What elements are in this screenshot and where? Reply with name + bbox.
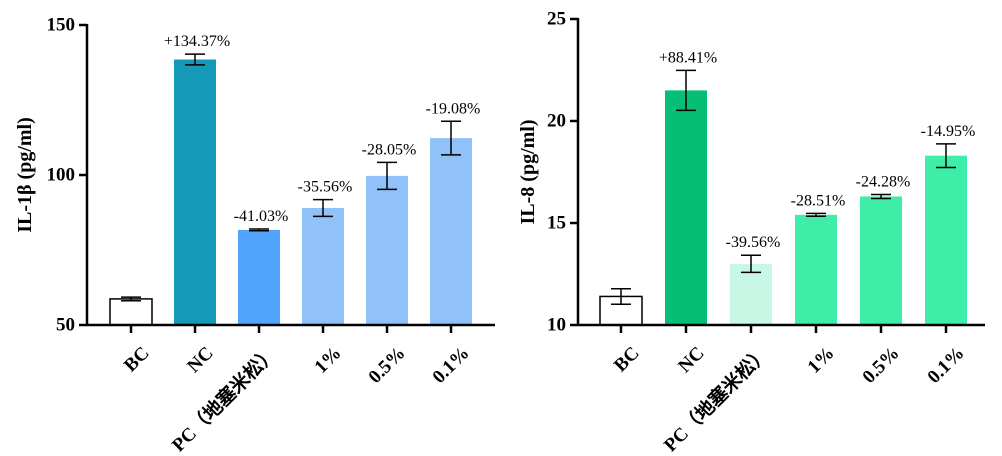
bar-0-1-5 — [430, 138, 472, 325]
bar-0-5-4 — [860, 196, 902, 325]
y-tick-label-50: 50 — [56, 315, 75, 336]
category-label-bc-0: BC — [610, 343, 644, 377]
bar-1-3 — [302, 208, 344, 325]
category-label-1-3: 1% — [804, 343, 839, 378]
y-tick-label-15: 15 — [547, 213, 566, 234]
percent-label-nc-1: +134.37% — [164, 33, 230, 50]
percent-label-pc-2: -41.03% — [234, 208, 289, 225]
percent-label-1-3: -35.56% — [298, 179, 353, 196]
category-label-nc-1: NC — [183, 343, 217, 377]
y-tick-label-25: 25 — [547, 9, 566, 30]
y-tick-label-100: 100 — [47, 165, 76, 186]
percent-label-0-5-4: -28.05% — [362, 141, 417, 158]
category-label-1-3: 1% — [311, 343, 346, 378]
y-tick-label-150: 150 — [47, 15, 76, 36]
y-axis-title: IL-8 (pg/ml) — [517, 120, 539, 225]
chart-il1b: IL-1β (pg/ml) BC +134.37% NC -41.03% PC（地塞米松）… — [14, 15, 495, 456]
percent-label-0-1-5: -19.08% — [426, 100, 481, 117]
category-label-0-1-5: 0.1% — [924, 343, 969, 388]
bar-bc-0 — [109, 298, 153, 326]
category-label-0-5-4: 0.5% — [365, 343, 410, 388]
bar-nc-1 — [665, 90, 707, 326]
category-label-0-5-4: 0.5% — [859, 343, 904, 388]
category-label-0-1-5: 0.1% — [429, 343, 474, 388]
percent-label-nc-1: +88.41% — [659, 49, 717, 66]
bar-nc-1 — [174, 59, 216, 325]
percent-label-1-3: -28.51% — [791, 192, 846, 209]
category-label-bc-0: BC — [120, 343, 154, 377]
category-label-pc-2: PC（地塞米松） — [167, 341, 282, 456]
percent-label-pc-2: -39.56% — [726, 234, 781, 251]
y-tick-label-20: 20 — [547, 111, 566, 132]
bar-pc-2 — [238, 229, 280, 325]
percent-label-0-1-5: -14.95% — [921, 123, 976, 140]
bar-0-5-4 — [366, 175, 408, 325]
chart-il8: IL-8 (pg/ml) BC +88.41% NC -39.56% PC（地塞米松） -2… — [517, 9, 985, 456]
category-label-nc-1: NC — [674, 343, 708, 377]
y-axis-title: IL-1β (pg/ml) — [14, 117, 36, 233]
bar-pc-2 — [730, 263, 772, 325]
category-label-pc-2: PC（地塞米松） — [659, 341, 774, 456]
bar-0-1-5 — [925, 155, 967, 325]
y-tick-label-10: 10 — [547, 315, 566, 336]
percent-label-0-5-4: -24.28% — [856, 173, 911, 190]
bar-1-3 — [795, 214, 837, 325]
